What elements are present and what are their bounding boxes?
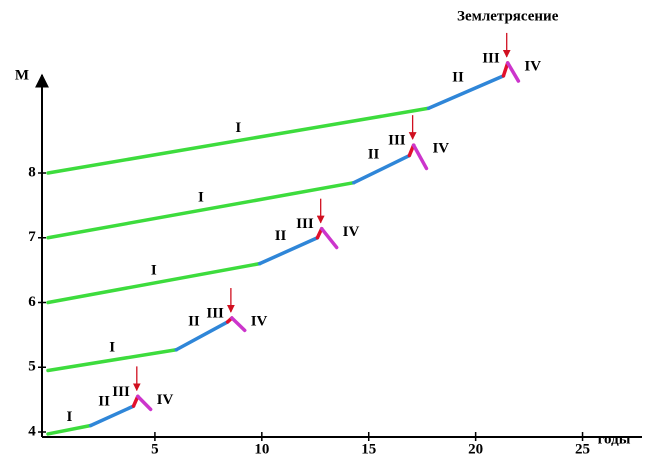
stage-label: IV: [432, 141, 449, 157]
stage-label: III: [296, 216, 314, 232]
y-axis-label: M: [15, 67, 29, 83]
stage-segment: [46, 348, 179, 373]
stage-segment: [426, 74, 506, 110]
stage-segment: [136, 394, 153, 412]
stage-label: III: [482, 50, 500, 66]
stage-label: III: [206, 305, 224, 321]
x-tick-label: 5: [151, 441, 159, 456]
stage-label: I: [109, 340, 115, 356]
stage-segment: [505, 61, 521, 83]
y-tick-label: 8: [28, 164, 36, 180]
stage-segment: [411, 143, 429, 171]
stage-label: III: [112, 384, 130, 400]
y-tick-label: 5: [28, 359, 36, 375]
y-tick-label: 7: [28, 229, 36, 245]
stage-label: II: [188, 313, 200, 329]
x-tick-label: 20: [468, 441, 483, 456]
stage-label: IV: [251, 313, 268, 329]
stage-label: IV: [343, 224, 360, 240]
stage-segment: [46, 423, 93, 436]
stage-segment: [352, 153, 412, 185]
stage-label: IV: [524, 58, 541, 74]
x-tick-label: 25: [575, 441, 590, 456]
stage-label: II: [452, 70, 464, 86]
stage-segment: [257, 236, 320, 266]
stage-segment: [46, 106, 431, 175]
stage-label: I: [66, 409, 72, 425]
stage-label: II: [98, 393, 110, 409]
y-tick-label: 4: [28, 423, 36, 439]
stage-segment: [230, 316, 247, 333]
stage-label: II: [275, 228, 287, 244]
stage-label: IV: [157, 392, 174, 408]
annotation: Землетрясение: [457, 8, 559, 24]
stage-label: II: [368, 147, 380, 163]
stage-segment: [89, 404, 136, 428]
stage-label: I: [198, 190, 204, 206]
x-axis-label: годы: [598, 431, 631, 447]
stage-label: I: [151, 263, 157, 279]
stage-label: I: [235, 120, 241, 136]
stage-segment: [46, 180, 356, 240]
stage-label: III: [388, 133, 406, 149]
stage-segment: [46, 261, 262, 305]
y-tick-label: 6: [28, 294, 36, 310]
stage-segment: [174, 320, 230, 352]
stage-segment: [319, 226, 339, 250]
x-tick-label: 10: [254, 441, 269, 456]
x-tick-label: 15: [361, 441, 376, 456]
